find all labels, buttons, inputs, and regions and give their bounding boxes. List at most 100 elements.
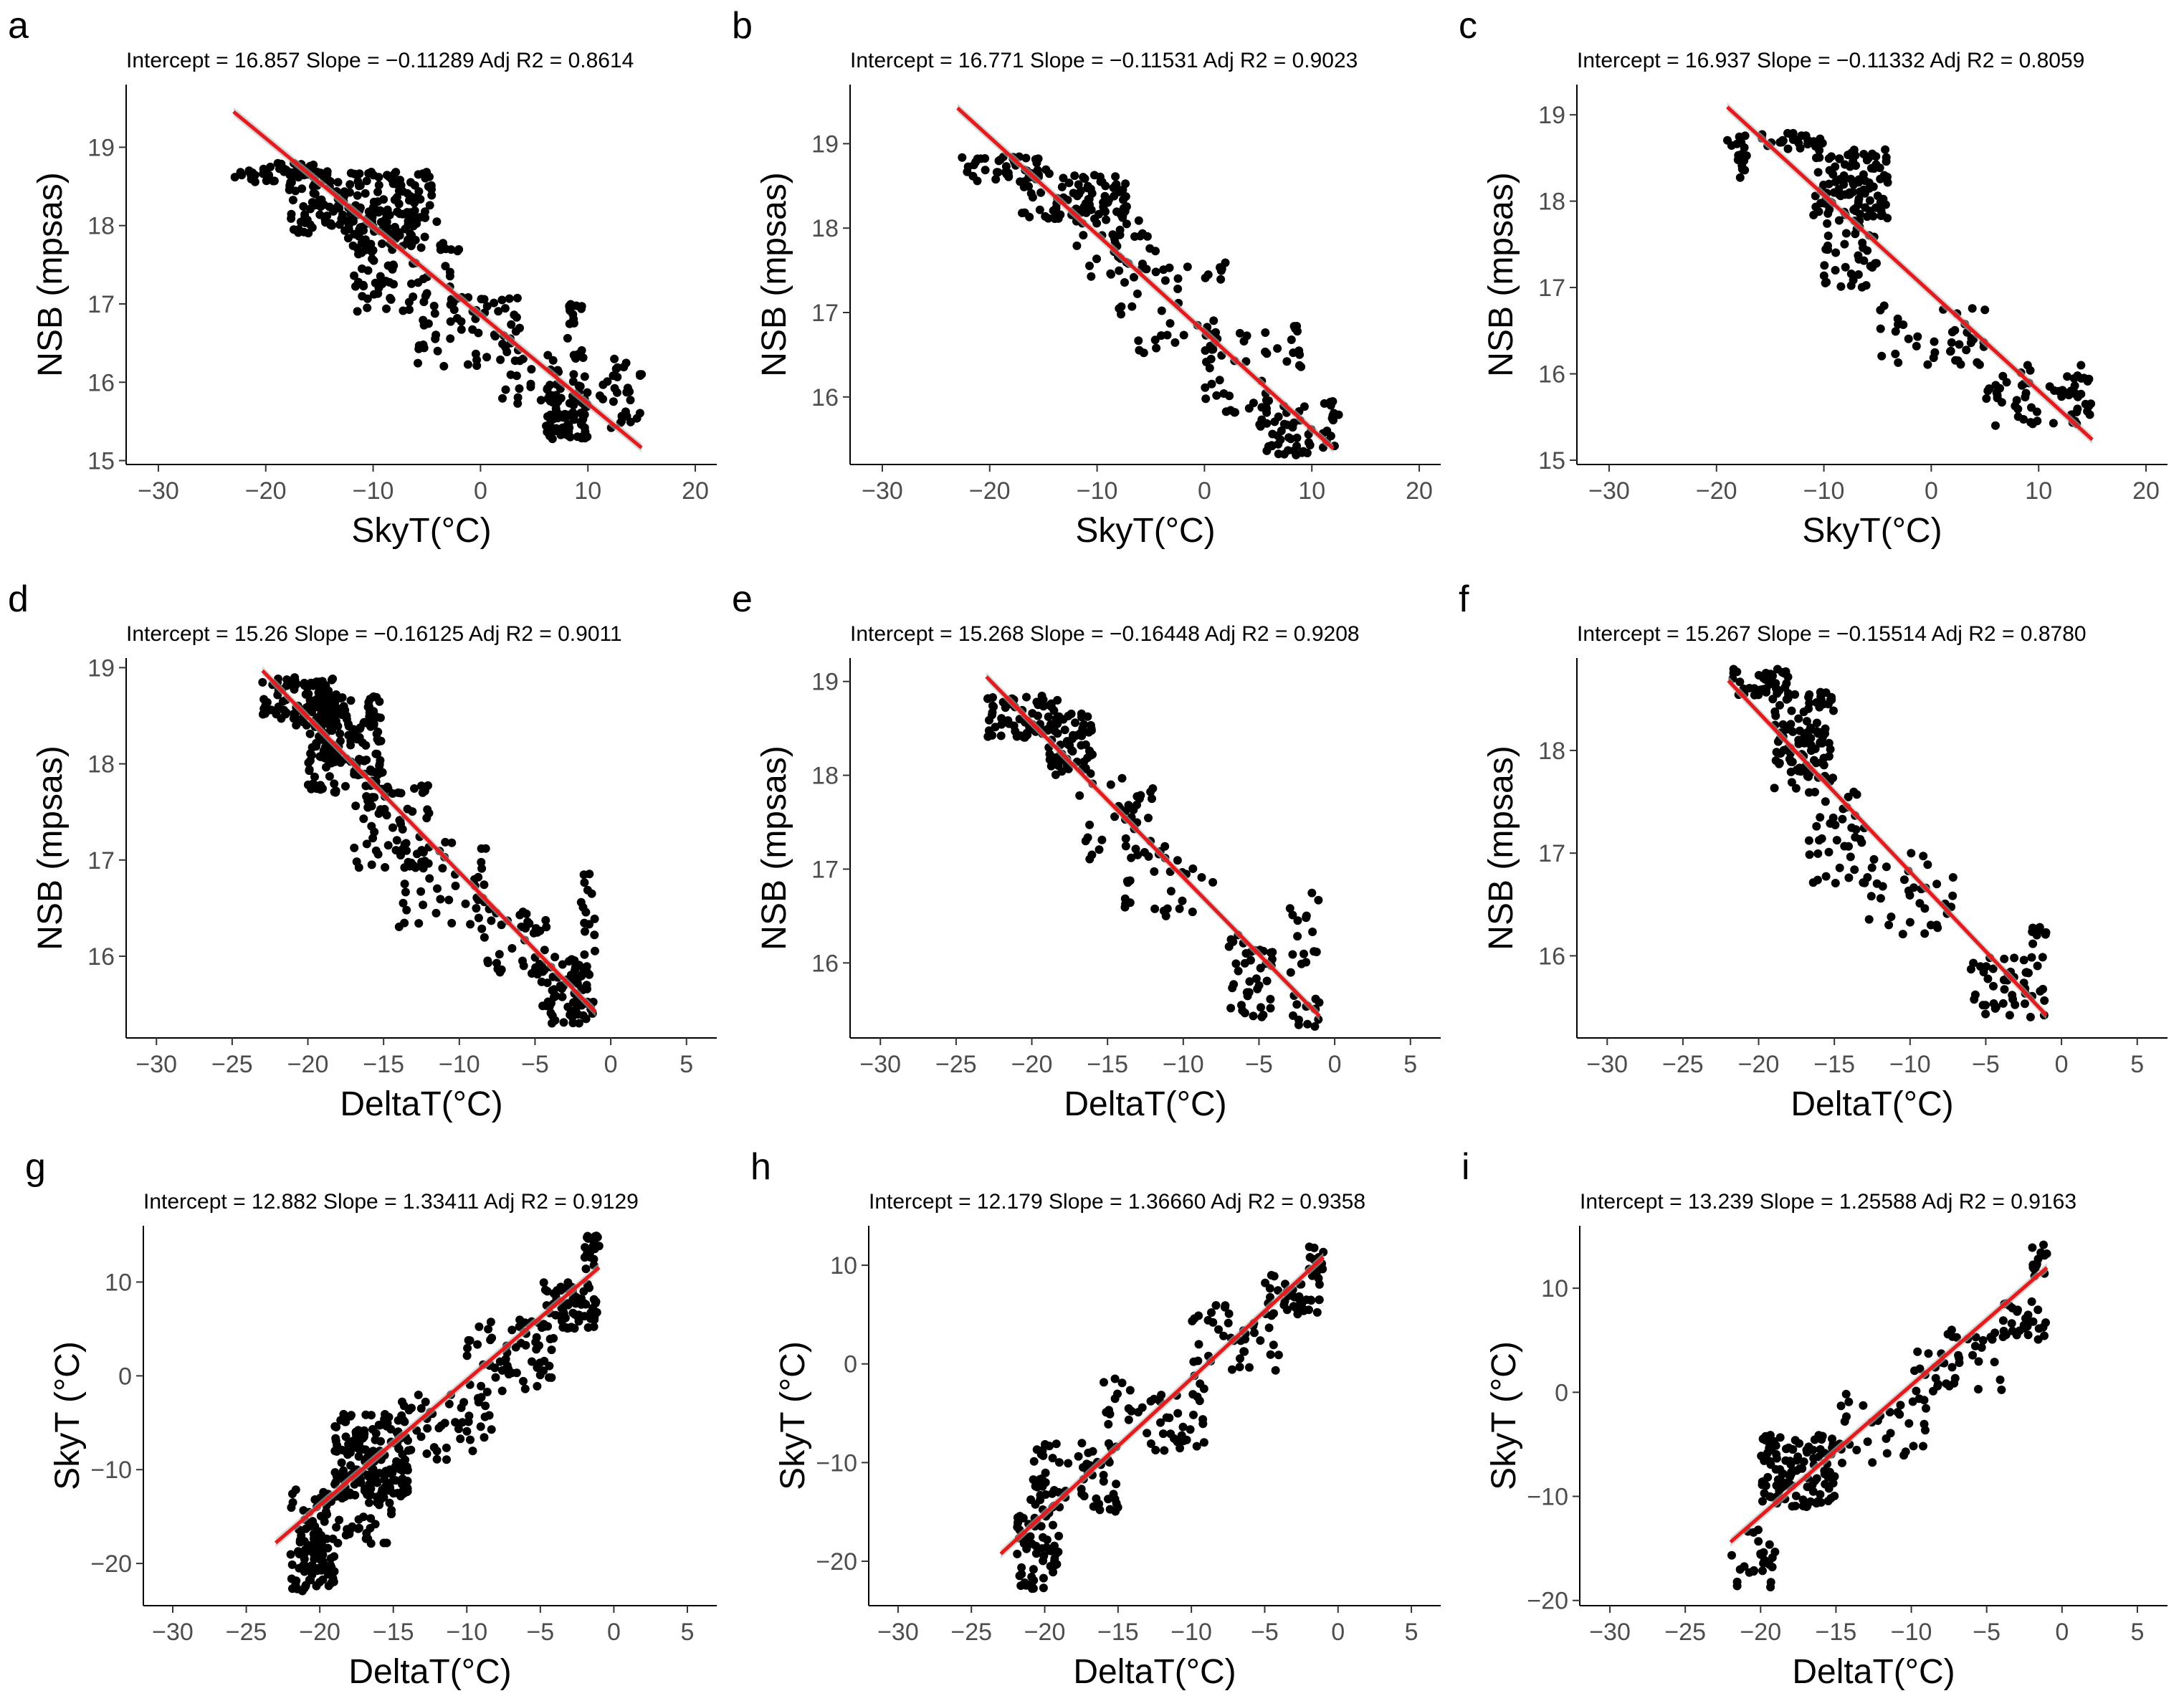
data-point	[316, 752, 325, 761]
data-point	[1038, 1446, 1047, 1455]
data-point	[1113, 1389, 1122, 1399]
y-axis-title: NSB (mpsas)	[755, 172, 793, 376]
data-point	[392, 229, 401, 238]
data-point	[388, 789, 397, 798]
data-point	[340, 187, 349, 196]
data-point	[463, 1343, 472, 1353]
data-point	[1293, 932, 1302, 941]
data-point	[1251, 974, 1261, 983]
data-point	[1912, 341, 1921, 351]
data-point	[1989, 999, 1998, 1008]
data-point	[1257, 415, 1267, 424]
data-point	[586, 1308, 596, 1318]
data-point	[1224, 942, 1234, 951]
data-point	[555, 981, 565, 991]
data-point	[394, 186, 404, 196]
data-point	[1756, 685, 1765, 695]
data-point	[1135, 232, 1145, 241]
data-point	[452, 314, 462, 323]
data-point	[1256, 1003, 1265, 1012]
data-point	[1085, 261, 1094, 270]
scatter-points	[1723, 128, 2096, 430]
x-tick-label: −25	[1664, 1619, 1706, 1646]
y-tick-label: 16	[87, 943, 115, 971]
data-point	[277, 159, 286, 168]
data-point	[1907, 849, 1916, 858]
data-point	[581, 1243, 590, 1252]
x-tick-label: −10	[1163, 1051, 1204, 1078]
data-point	[1087, 272, 1096, 281]
data-point	[382, 216, 391, 226]
data-point	[1071, 718, 1079, 728]
data-point	[1861, 281, 1871, 290]
data-point	[1221, 1301, 1230, 1310]
y-axis-title: NSB (mpsas)	[755, 745, 793, 950]
data-point	[1780, 669, 1789, 678]
data-point	[540, 1285, 550, 1295]
data-point	[1166, 887, 1176, 896]
data-point	[497, 295, 507, 305]
data-point	[315, 210, 325, 219]
data-point	[2005, 1011, 2014, 1020]
data-point	[438, 864, 447, 873]
data-point	[501, 385, 510, 394]
data-point	[535, 1358, 545, 1368]
data-point	[1144, 814, 1153, 823]
data-point	[2038, 953, 2047, 962]
data-point	[1186, 1425, 1195, 1434]
data-point	[362, 839, 371, 849]
data-point	[1151, 1446, 1160, 1454]
data-point	[1148, 784, 1158, 793]
data-point	[1249, 1011, 1258, 1021]
x-tick-label: 20	[1406, 477, 1433, 505]
data-point	[1846, 162, 1855, 171]
data-point	[1823, 1472, 1833, 1482]
data-point	[1990, 1328, 2000, 1338]
data-point	[373, 749, 382, 758]
data-point	[404, 211, 414, 220]
panel-d: d Intercept = 15.26 Slope = −0.16125 Adj …	[8, 578, 717, 1123]
data-point	[1808, 1487, 1818, 1496]
panel-label-i: i	[1461, 1146, 1470, 1188]
data-point	[1256, 1336, 1265, 1345]
data-point	[1804, 836, 1813, 845]
data-point	[1039, 1573, 1048, 1583]
data-point	[1182, 1435, 1191, 1444]
data-point	[1027, 1572, 1036, 1581]
data-point	[404, 1436, 412, 1445]
data-point	[295, 1535, 305, 1545]
data-point	[1031, 1482, 1040, 1491]
data-point	[1948, 873, 1958, 882]
data-point	[345, 1530, 354, 1538]
data-point	[2041, 928, 2051, 937]
data-point	[512, 371, 521, 381]
data-point	[287, 214, 296, 223]
data-point	[1029, 1475, 1038, 1485]
data-point	[436, 241, 445, 250]
data-point	[1302, 911, 1311, 920]
data-point	[299, 202, 308, 211]
data-point	[1947, 1363, 1957, 1372]
data-point	[1730, 667, 1738, 676]
data-point	[1962, 346, 1971, 355]
data-point	[1112, 180, 1121, 189]
data-point	[1100, 191, 1110, 201]
data-point	[410, 199, 419, 208]
data-point	[1145, 244, 1155, 253]
data-point	[1046, 699, 1056, 708]
data-point	[1134, 336, 1143, 346]
data-point	[400, 918, 409, 928]
data-point	[497, 1366, 507, 1375]
data-point	[1165, 1414, 1174, 1422]
y-tick-label: 17	[1538, 840, 1565, 867]
data-point	[368, 793, 377, 802]
data-point	[367, 801, 376, 811]
data-point	[365, 1480, 374, 1489]
data-point	[346, 1411, 355, 1421]
data-point	[286, 1550, 295, 1559]
data-point	[1124, 1404, 1133, 1413]
data-point	[1812, 821, 1821, 831]
data-point	[1812, 1474, 1821, 1483]
data-point	[1121, 192, 1130, 201]
